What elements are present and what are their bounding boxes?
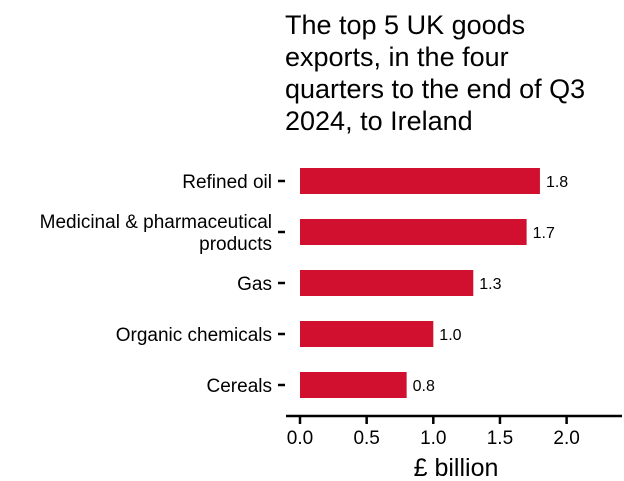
bar	[300, 168, 540, 194]
data-label: 1.3	[479, 276, 501, 293]
title-line: The top 5 UK goods	[285, 10, 525, 40]
data-label: 1.7	[533, 225, 555, 242]
category-label: Organic chemicals	[116, 325, 272, 346]
x-axis-title: £ billion	[414, 454, 499, 481]
category-label: Medicinal & pharmaceutical	[40, 212, 272, 233]
category-label: Refined oil	[182, 172, 272, 193]
data-label: 0.8	[413, 378, 435, 395]
title-line: 2024, to Ireland	[285, 106, 473, 136]
x-tick-label: 0.0	[287, 428, 313, 449]
x-tick-label: 1.0	[420, 428, 446, 449]
bar	[300, 219, 527, 245]
x-tick-label: 0.5	[353, 428, 379, 449]
category-label: Gas	[237, 274, 272, 295]
x-axis: 0.0 0.5 1.0 1.5 2.0	[286, 414, 622, 449]
x-tick-label: 1.5	[487, 428, 513, 449]
bar	[300, 372, 407, 398]
x-tick-label: 2.0	[553, 428, 579, 449]
category-label: products	[199, 234, 272, 255]
bar	[300, 321, 434, 347]
category-label: Cereals	[207, 376, 272, 397]
category-labels: Refined oil Medicinal & pharmaceuticalpro…	[40, 172, 285, 397]
data-label: 1.8	[546, 174, 568, 191]
title-line: exports, in the four	[285, 42, 509, 72]
bars: 1.8 1.7 1.3 1.0 0.8	[300, 168, 568, 398]
bar	[300, 270, 474, 296]
data-label: 1.0	[439, 327, 461, 344]
title-line: quarters to the end of Q3	[285, 74, 585, 104]
